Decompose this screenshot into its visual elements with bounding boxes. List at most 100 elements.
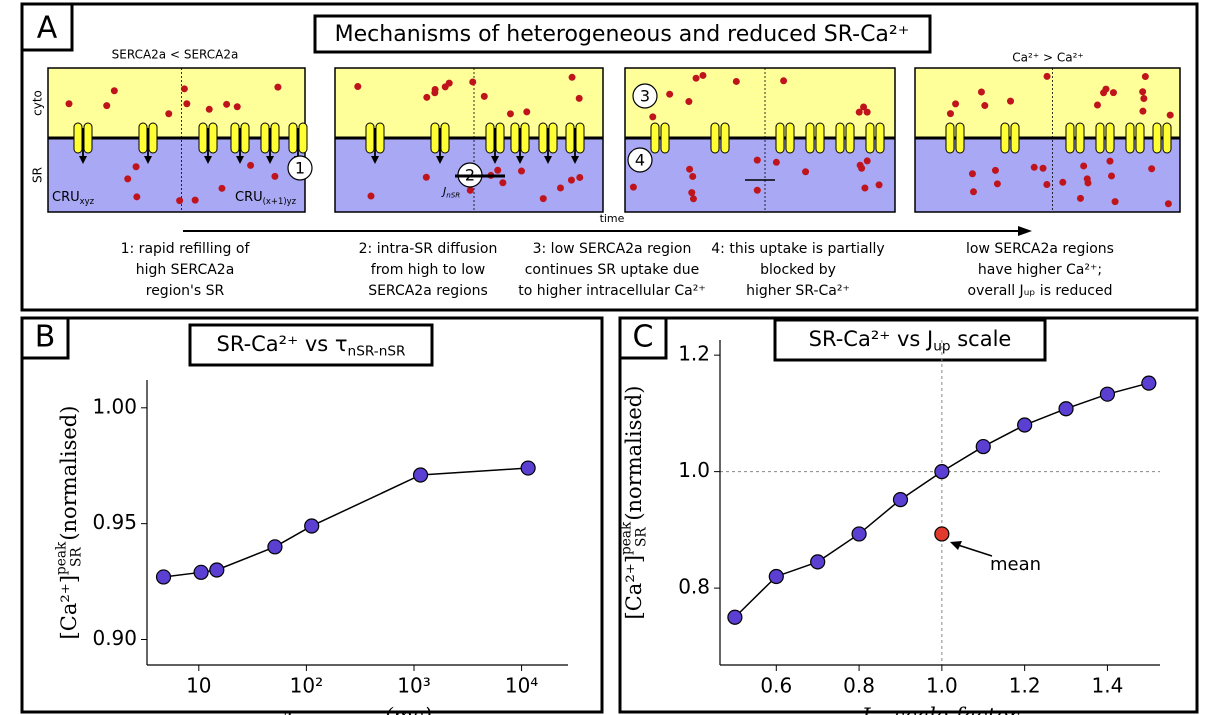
serca-pump [485, 122, 495, 154]
serca-pump [835, 122, 845, 154]
label-part: peak [53, 541, 69, 575]
ca-ion [689, 172, 697, 180]
x-tick-label: 10 [186, 674, 211, 698]
subpanel-frame [914, 67, 1181, 213]
ca-ion [494, 166, 502, 174]
step-number: 1 [295, 159, 305, 178]
ca-ion [1039, 164, 1047, 172]
x-tick-label: 0.8 [843, 674, 875, 698]
ca-ion [1093, 101, 1101, 109]
serca-pump [270, 122, 280, 154]
caption-line: to higher intracellular Ca²⁺ [518, 283, 705, 299]
label-part: J [857, 704, 871, 715]
ca-ion [165, 110, 173, 118]
ca-ion [946, 110, 954, 118]
ca-ion [772, 158, 780, 166]
uptake-arrow-head [371, 156, 379, 164]
time-arrow-head [1018, 226, 1032, 236]
ca-ion [753, 156, 761, 164]
ca-ion [567, 176, 575, 184]
serca-pump [945, 122, 955, 154]
serca-pump [198, 122, 208, 154]
ca-ion [993, 180, 1001, 188]
ca-ion [1139, 88, 1147, 96]
ca-ion [952, 100, 960, 108]
serca-pump [650, 122, 660, 154]
serca-pump [538, 122, 548, 154]
ca-ion [568, 73, 576, 81]
ca-ion [506, 110, 514, 118]
uptake-arrow-head [544, 156, 552, 164]
serca-pump [660, 122, 670, 154]
serca-pump [955, 122, 965, 154]
ca-ion [367, 192, 375, 200]
label: SR-Ca²⁺ vs τnSR-nSR [217, 332, 407, 359]
ca-ion [1030, 163, 1038, 171]
sr-label: SR [31, 167, 45, 183]
label-part: (normalised) [622, 386, 646, 528]
y-tick-label: 0.95 [92, 510, 137, 534]
y-tick-label: 0.90 [92, 626, 137, 650]
ca-ion [539, 195, 547, 203]
time-label: time [600, 212, 625, 225]
data-point [934, 464, 950, 480]
data-point [193, 564, 209, 580]
serca-pump [548, 122, 558, 154]
serca-pump [510, 122, 520, 154]
ca-ion [133, 193, 141, 201]
ca-ion [431, 89, 439, 97]
caption-line: high SERCA2a [136, 262, 235, 278]
ca-ion [1007, 97, 1015, 105]
data-point [1141, 375, 1157, 391]
data-point [934, 526, 950, 542]
ca-ion [1083, 175, 1091, 183]
ca-ion [666, 90, 674, 98]
ca-ion [1140, 94, 1148, 102]
caption-line: 2: intra-SR diffusion [359, 241, 498, 257]
label-part: [Ca²⁺] [57, 575, 81, 639]
serca-pump [1135, 122, 1145, 154]
ca-ion [649, 113, 657, 121]
data-point [155, 569, 172, 585]
label: [Ca²⁺]peakSR (normalised) [618, 386, 649, 620]
serca-pump [365, 122, 375, 154]
uptake-arrow-head [516, 156, 524, 164]
ca-ion [1108, 172, 1116, 180]
ca-ion [685, 98, 693, 106]
ca-ion [689, 195, 697, 203]
ca-ion [1106, 157, 1114, 165]
panel-label: A [37, 11, 58, 46]
ca-ion [861, 184, 869, 192]
ca-ion [991, 166, 999, 174]
ca-ion [480, 92, 488, 100]
serca-pump [785, 122, 795, 154]
caption-line: 1: rapid refilling of [121, 241, 251, 257]
ca-ion [1139, 107, 1147, 115]
serca-pump [775, 122, 785, 154]
ca-ion [205, 105, 213, 113]
uptake-arrow-head [204, 156, 212, 164]
ca-ion [132, 163, 140, 171]
ca-ion [753, 186, 761, 194]
caption-line: 4: this uptake is partially [711, 241, 884, 257]
ca-ion [556, 184, 564, 192]
ca-ion [422, 173, 430, 181]
panel-title: Mechanisms of heterogeneous and reduced … [335, 22, 910, 47]
ca-ion [686, 165, 694, 173]
ca-ion [1100, 89, 1108, 97]
subpanel-frame [334, 67, 604, 213]
label-part: scale [951, 327, 1012, 351]
serca-pump [1075, 122, 1085, 154]
x-tick-label: 0.6 [760, 674, 792, 698]
serca-pump [240, 122, 250, 154]
ca-ion [218, 184, 226, 192]
serca-pump [875, 122, 885, 154]
data-point [768, 568, 784, 585]
x-tick-label: 1.4 [1092, 674, 1124, 698]
ca-ion [969, 188, 977, 196]
ca-ion [1109, 89, 1117, 97]
data-point [892, 491, 909, 508]
data-point [209, 562, 225, 578]
label: CRUxyz [52, 190, 95, 206]
